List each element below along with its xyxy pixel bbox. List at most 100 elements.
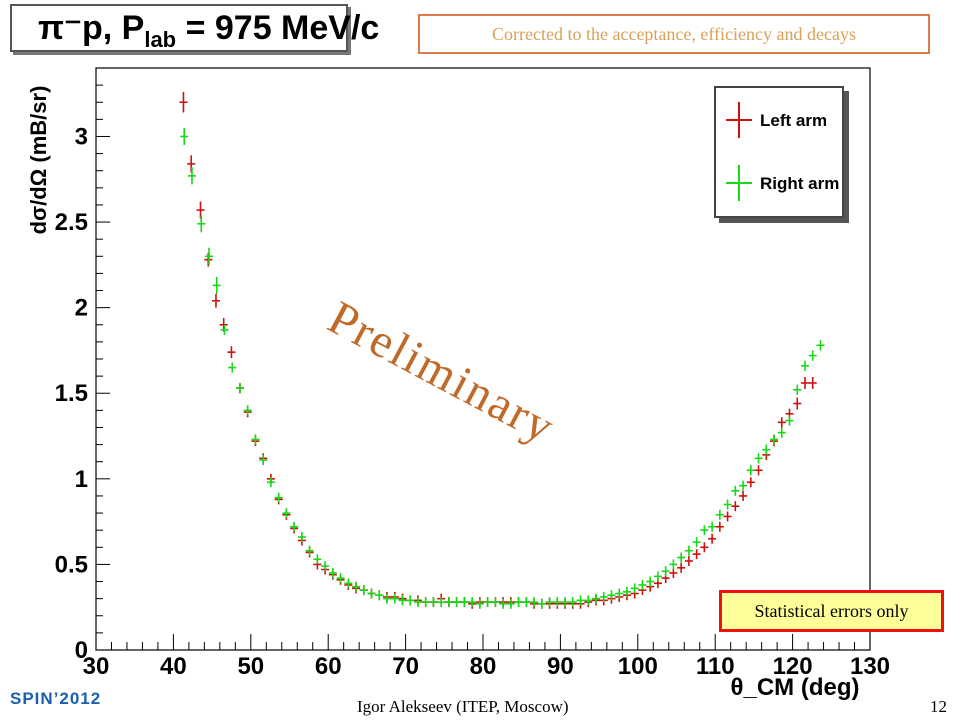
x-tick-label: 30 (83, 653, 110, 680)
right-arm-point (406, 595, 415, 606)
right-arm-point (437, 597, 446, 608)
left-arm-point (700, 542, 709, 553)
right-arm-point (390, 593, 399, 604)
right-arm-point (770, 434, 779, 445)
y-axis-label: dσ/dΩ (mB/sr) (26, 86, 51, 235)
chart-title-rest: = 975 MeV/c (176, 9, 380, 47)
right-arm-point (615, 588, 624, 599)
right-arm-point (259, 454, 268, 466)
right-arm-point (739, 480, 748, 491)
right-arm-point (421, 597, 430, 608)
right-arm-point (367, 588, 376, 599)
y-tick-label: 0 (75, 637, 88, 664)
right-arm-point (460, 597, 469, 608)
legend-item-left-arm: Left arm (724, 100, 842, 140)
right-arm-point (653, 571, 662, 582)
legend-item-right-arm: Right arm (724, 163, 842, 203)
x-tick-label: 90 (547, 653, 574, 680)
right-arm-point (723, 499, 732, 510)
right-arm-point (754, 453, 763, 464)
right-arm-point (491, 597, 500, 608)
right-arm-point (359, 585, 368, 596)
right-arm-point (251, 434, 260, 445)
right-arm-point (785, 415, 794, 426)
right-arm-point (313, 554, 322, 565)
right-arm-point (561, 597, 570, 608)
right-arm-marker-icon (726, 165, 752, 201)
right-arm-point (599, 591, 608, 602)
right-arm-point (413, 597, 422, 608)
right-arm-point (808, 350, 817, 361)
left-arm-point (211, 293, 220, 308)
legend: Left arm Right arm (714, 86, 844, 218)
left-arm-point (800, 376, 809, 389)
right-arm-point (522, 597, 531, 608)
right-arm-point (336, 573, 345, 584)
x-axis-label: θ_CM (deg) (731, 674, 860, 701)
right-arm-point (506, 598, 515, 609)
right-arm-point (537, 598, 546, 609)
right-arm-point (677, 552, 686, 563)
x-tick-label: 100 (618, 653, 658, 680)
right-arm-point (197, 215, 206, 233)
right-arm-point (499, 598, 508, 609)
left-arm-point (793, 397, 802, 410)
right-arm-point (212, 276, 221, 294)
x-tick-label: 50 (237, 653, 264, 680)
right-arm-point (235, 382, 244, 394)
x-tick-label: 110 (696, 653, 735, 680)
right-arm-point (383, 593, 392, 604)
right-arm-point (452, 597, 461, 608)
right-arm-point (700, 525, 709, 536)
right-arm-point (607, 590, 616, 601)
conference-label: SPIN’2012 (10, 689, 102, 708)
left-arm-point (731, 501, 740, 512)
right-arm-point (576, 595, 585, 606)
left-arm-point (179, 91, 188, 113)
right-arm-point (398, 595, 407, 606)
y-tick-label: 2 (75, 295, 88, 322)
right-arm-point (328, 567, 337, 578)
right-arm-point (777, 427, 786, 438)
right-arm-point (344, 578, 353, 589)
right-arm-point (622, 586, 631, 597)
correction-note: Corrected to the acceptance, efficiency … (418, 14, 930, 54)
right-arm-point (483, 597, 492, 608)
x-tick-label: 40 (160, 653, 187, 680)
right-arm-point (715, 509, 724, 520)
right-arm-point (321, 561, 330, 572)
y-tick-label: 0.5 (55, 551, 88, 578)
right-arm-point (220, 324, 229, 336)
left-arm-point (715, 521, 724, 532)
right-arm-point (205, 247, 214, 265)
left-arm-point (739, 490, 748, 501)
left-arm-point (684, 555, 693, 566)
right-arm-point (793, 384, 802, 395)
page-number: 12 (930, 697, 947, 716)
right-arm-point (630, 583, 639, 594)
right-arm-point (816, 340, 825, 351)
x-tick-label: 70 (392, 653, 419, 680)
right-arm-point (429, 597, 438, 608)
x-tick-label: 80 (470, 653, 497, 680)
right-arm-point (243, 405, 252, 416)
chart-title: π⁻p, Plab = 975 MeV/c (38, 9, 380, 52)
right-arm-point (530, 597, 539, 608)
x-tick-label: 130 (850, 653, 890, 680)
right-arm-point (266, 477, 275, 488)
left-arm-point (677, 562, 686, 573)
right-arm-point (584, 595, 593, 606)
right-arm-point (708, 521, 717, 532)
statistical-errors-note: Statistical errors only (719, 590, 944, 632)
right-arm-point (180, 127, 189, 146)
left-arm-point (723, 511, 732, 522)
left-arm-point (746, 477, 755, 488)
y-tick-label: 1.5 (55, 380, 88, 407)
left-arm-point (708, 533, 717, 544)
right-arm-point (684, 545, 693, 556)
right-arm-point (352, 581, 361, 592)
right-arm-point (228, 362, 237, 373)
right-arm-point (444, 597, 453, 608)
right-arm-point (468, 597, 477, 608)
